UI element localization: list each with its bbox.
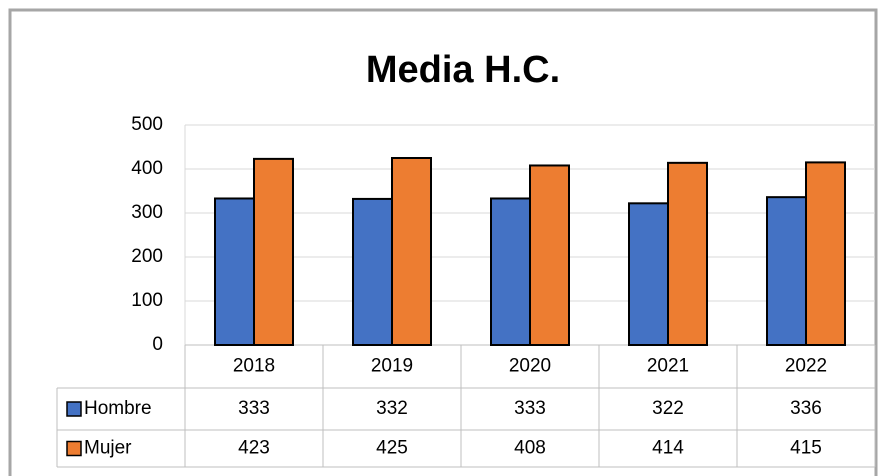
bar	[253, 157, 294, 346]
table-cell: 322	[652, 398, 684, 419]
y-tick-label: 500	[131, 114, 163, 135]
legend-key	[66, 440, 82, 457]
table-cell: 333	[514, 398, 546, 419]
x-tick-label: 2019	[371, 356, 413, 377]
y-tick-label: 0	[152, 334, 163, 355]
y-tick-label: 100	[131, 290, 163, 311]
table-cell: 425	[376, 438, 408, 459]
bar	[628, 202, 669, 346]
chart-frame	[8, 8, 878, 476]
bar	[391, 157, 432, 346]
table-cell: 423	[238, 438, 270, 459]
table-cell: 336	[790, 398, 822, 419]
y-tick-label: 300	[131, 202, 163, 223]
bar	[667, 161, 708, 346]
legend-label: Mujer	[84, 438, 132, 459]
table-cell: 333	[238, 398, 270, 419]
bar	[805, 161, 846, 346]
bar	[214, 197, 255, 346]
table-cell: 415	[790, 438, 822, 459]
chart-title: Media H.C.	[366, 49, 560, 91]
bar	[529, 164, 570, 346]
x-tick-label: 2018	[233, 356, 275, 377]
table-cell: 414	[652, 438, 684, 459]
x-tick-label: 2021	[647, 356, 689, 377]
y-tick-label: 200	[131, 246, 163, 267]
bar	[352, 197, 393, 346]
x-tick-label: 2020	[509, 356, 551, 377]
y-tick-label: 400	[131, 158, 163, 179]
table-cell: 332	[376, 398, 408, 419]
table-cell: 408	[514, 438, 546, 459]
x-tick-label: 2022	[785, 356, 827, 377]
bar	[490, 197, 531, 346]
legend-label: Hombre	[84, 398, 152, 419]
legend-key	[66, 401, 82, 417]
bar	[766, 196, 807, 346]
